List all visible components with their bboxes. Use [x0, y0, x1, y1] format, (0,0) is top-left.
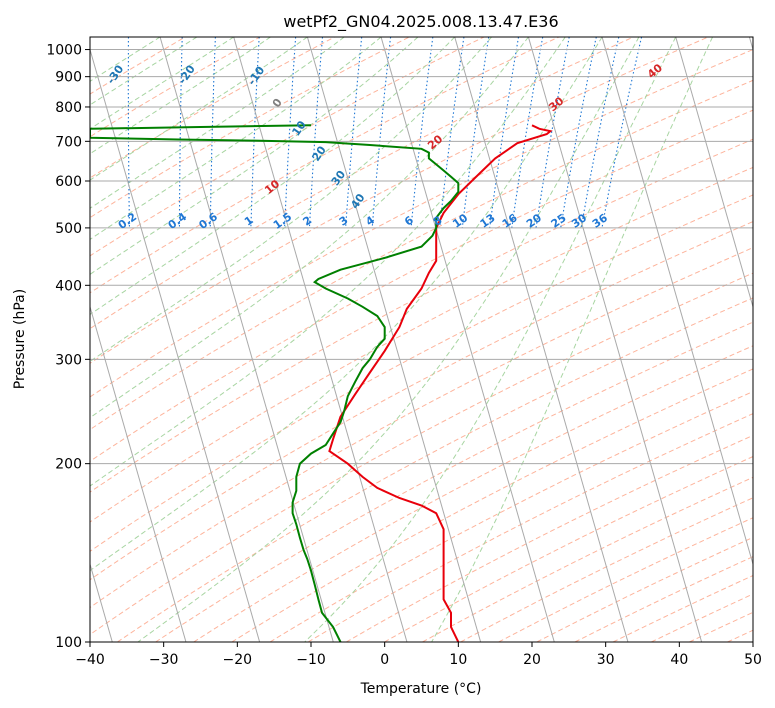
y-tick-label: 300 [55, 352, 82, 368]
y-tick-label: 100 [55, 635, 82, 651]
y-tick-label: 600 [55, 174, 82, 190]
dry-adiabat-line [90, 138, 753, 493]
mixing-ratio-line [439, 37, 465, 228]
y-tick-label: 700 [55, 134, 82, 150]
y-tick-label: 400 [55, 278, 82, 294]
x-tick-label: −30 [149, 652, 179, 668]
dry-adiabat-line [90, 247, 753, 609]
mixing-ratio-line [410, 37, 434, 228]
isotherm-line [233, 37, 408, 642]
dry-adiabat-line [90, 272, 753, 636]
plot-frame [89, 36, 754, 643]
mixing-ratio-line [345, 37, 363, 228]
x-tick-label: −20 [223, 652, 253, 668]
chart-title: wetPf2_GN04.2025.008.13.47.E36 [283, 12, 558, 32]
moist-adiabat-line [90, 37, 603, 572]
dry-adiabat-line [90, 37, 410, 219]
y-tick-label: 800 [55, 100, 82, 116]
y-tick-label: 1000 [46, 43, 82, 59]
x-tick-label: 30 [597, 652, 615, 668]
y-tick-label: 500 [55, 221, 82, 237]
dry-adiabat-line [155, 321, 753, 642]
isotherm-line [675, 37, 753, 309]
dry-adiabat-line [90, 37, 335, 179]
moist-adiabat-line [90, 37, 382, 240]
isotherm-grid [90, 37, 753, 642]
isotherm-line [90, 305, 187, 642]
dry-adiabats [90, 37, 775, 642]
dry-adiabat-line [498, 517, 753, 642]
x-axis-label: Temperature (°C) [360, 681, 482, 697]
moist-adiabat-line [90, 37, 456, 316]
isotherm-line [454, 37, 629, 642]
x-tick-label: 10 [449, 652, 467, 668]
dry-adiabat-line [117, 297, 753, 642]
moist-adiabat-line [90, 37, 492, 363]
moist-adiabats [90, 37, 714, 642]
x-tick-label: 20 [523, 652, 541, 668]
dewpoint-line [90, 124, 460, 642]
x-tick-label: 0 [380, 652, 389, 668]
plot-area [90, 37, 753, 642]
isotherm-line [601, 37, 753, 566]
temperature-line [328, 124, 553, 642]
dry-adiabat-line [193, 345, 753, 642]
dry-adiabat-line [766, 37, 775, 642]
mixing-ratio-line [78, 37, 82, 228]
moist-adiabat-line [431, 37, 714, 642]
isotherm-line [306, 37, 482, 642]
dry-adiabat-line [90, 221, 753, 581]
x-tick-label: 50 [744, 652, 762, 668]
mixing-ratio-line [560, 37, 597, 228]
isobar-grid [90, 49, 753, 642]
mixing-ratio-line [371, 37, 392, 228]
moist-adiabat-line [137, 37, 640, 642]
x-tick-label: 40 [670, 652, 688, 668]
y-tick-label: 200 [55, 457, 82, 473]
x-tick-label: −10 [296, 652, 326, 668]
isotherm-line [380, 37, 555, 642]
isotherm-line [527, 37, 703, 642]
y-axis-label: Pressure (hPa) [12, 289, 28, 389]
moist-adiabat-line [90, 37, 566, 487]
moist-adiabat-line [90, 37, 529, 419]
dry-adiabat-line [90, 194, 753, 552]
x-tick-label: −40 [75, 652, 105, 668]
dry-adiabat-line [345, 434, 753, 642]
mixing-ratio-line [489, 37, 520, 228]
x-axis-ticks: −40 −30 −20 −10 0 10 20 30 40 50 [75, 642, 762, 668]
y-axis-ticks: 100 200 300 400 500 600 700 800 900 1000 [46, 43, 90, 651]
y-tick-label: 900 [55, 70, 82, 86]
mixing-ratio-line [580, 37, 620, 228]
moist-adiabat-line [90, 37, 234, 130]
dry-adiabat-line [269, 391, 753, 642]
dry-adiabat-line [90, 109, 753, 462]
sounding-lines [90, 124, 553, 642]
dry-adiabat-line [90, 48, 753, 398]
isotherm-line [159, 37, 334, 642]
dry-adiabat-line [422, 476, 753, 642]
moist-adiabat-line [90, 37, 345, 209]
mixing-ratio-label: 0.1 [69, 210, 92, 232]
